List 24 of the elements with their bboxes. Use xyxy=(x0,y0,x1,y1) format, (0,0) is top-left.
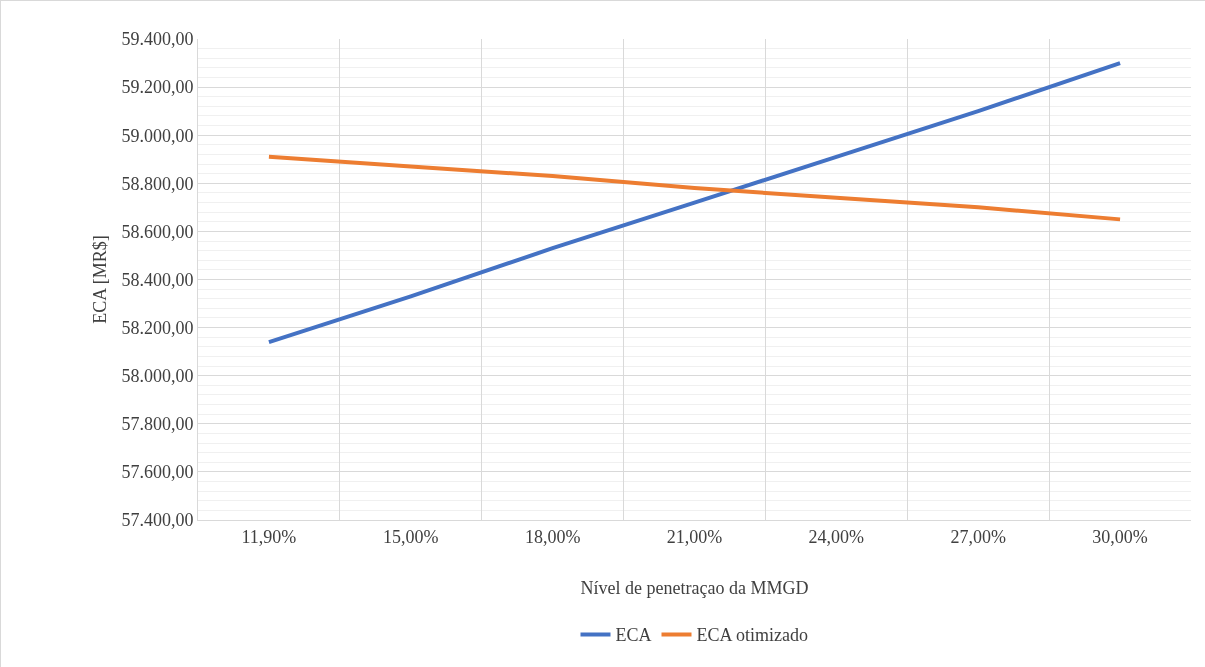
x-tick-label: 15,00% xyxy=(383,526,439,547)
x-tick-label: 11,90% xyxy=(241,526,297,547)
y-tick-label: 59.200,00 xyxy=(121,77,194,98)
x-tick-label: 21,00% xyxy=(666,526,723,547)
y-tick-label: 59.400,00 xyxy=(121,29,194,50)
y-tick-label: 58.600,00 xyxy=(121,221,194,242)
legend-label: ECA xyxy=(615,625,652,646)
y-tick-label: 58.800,00 xyxy=(121,173,194,194)
x-tick-label: 18,00% xyxy=(524,526,581,547)
x-axis-title: Nível de penetraçao da MMGD xyxy=(580,577,809,598)
line-series xyxy=(266,61,1123,345)
legend-label: ECA otimizado xyxy=(696,625,808,646)
x-tick-label: 27,00% xyxy=(950,526,1006,547)
y-tick-label: 57.400,00 xyxy=(121,510,194,531)
y-axis-title: ECA [MR$] xyxy=(89,235,110,324)
y-tick-label: 57.800,00 xyxy=(121,414,194,435)
x-tick-label: 30,00% xyxy=(1092,526,1148,547)
y-tick-label: 59.000,00 xyxy=(121,125,194,146)
y-tick-label: 58.000,00 xyxy=(121,366,194,386)
y-tick-label: 58.400,00 xyxy=(121,269,194,290)
x-tick-label: 24,00% xyxy=(808,526,865,547)
y-tick-label: 57.600,00 xyxy=(121,462,194,483)
y-tick-label: 58.200,00 xyxy=(121,317,194,338)
line-series xyxy=(266,154,1123,222)
